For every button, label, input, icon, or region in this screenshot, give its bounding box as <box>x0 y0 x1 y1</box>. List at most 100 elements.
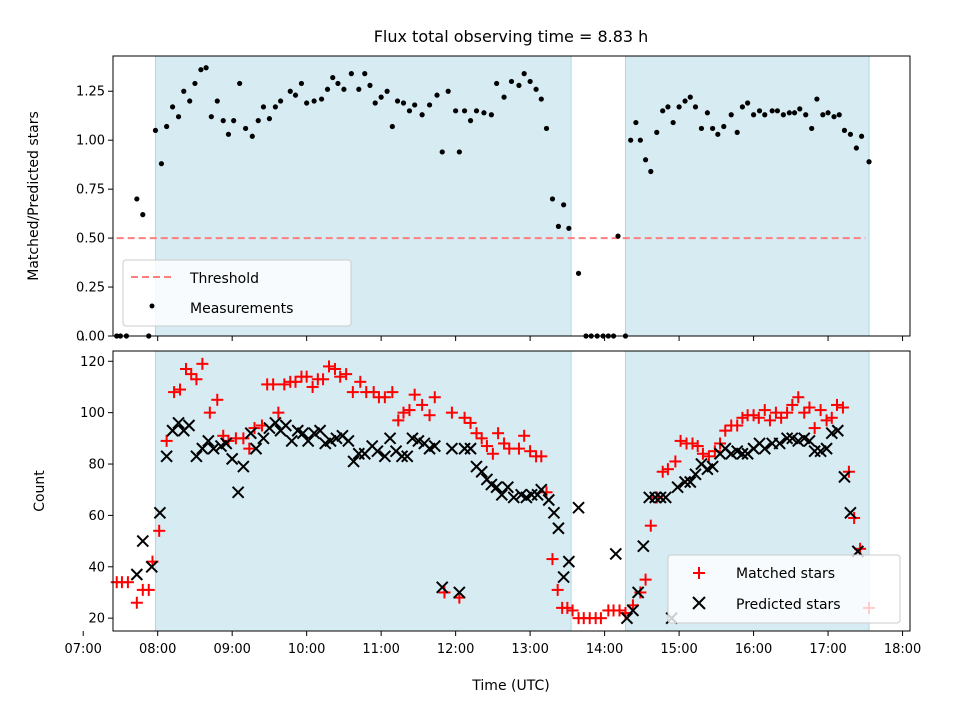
matched-star-marker <box>367 386 380 399</box>
predicted-star-marker <box>547 506 561 520</box>
measurement-point <box>260 104 267 110</box>
predicted-marker-b <box>237 460 250 473</box>
measurement-point <box>481 110 487 116</box>
measurement-point <box>836 112 842 118</box>
predicted-star-marker <box>342 434 355 448</box>
matched-star-marker <box>346 386 359 399</box>
predicted-legend-label: Predicted stars <box>736 597 841 613</box>
predicted-marker-b <box>695 457 708 471</box>
measurement-point <box>797 106 803 112</box>
matched-star-marker <box>546 553 559 566</box>
measurement-point <box>335 80 341 87</box>
matched-star-marker <box>386 386 399 399</box>
predicted-star-marker <box>378 450 392 463</box>
measurement-point <box>277 98 284 104</box>
measurement-point <box>318 96 325 102</box>
matched-star-marker <box>153 524 166 537</box>
matched-star-marker <box>702 450 715 463</box>
predicted-star-marker <box>689 468 702 481</box>
chart-title: Flux total observing time = 8.83 h <box>374 27 649 46</box>
predicted-star-marker <box>190 450 203 463</box>
predicted-marker-b <box>412 434 425 448</box>
measurement-point <box>225 131 232 137</box>
predicted-marker-b <box>803 434 816 448</box>
matched-star-marker <box>492 427 505 440</box>
bottom-x-ticks: 07:00 08:00 09:00 10:00 11:00 12:00 13:00 14:00… <box>64 631 921 657</box>
matched-star-marker <box>781 406 794 419</box>
measurement-point <box>628 137 634 143</box>
matched-star-marker <box>814 404 827 417</box>
predicted-marker-b <box>464 442 477 455</box>
predicted-star-marker <box>296 426 310 440</box>
measurement-point <box>298 80 305 87</box>
predicted-marker-b <box>172 416 185 430</box>
predicted-marker-b <box>798 432 811 445</box>
predicted-marker-b <box>378 450 392 463</box>
predicted-star-marker <box>225 452 239 466</box>
measurement-point <box>412 102 418 108</box>
x-tick-label: 17:00 <box>809 642 846 657</box>
threshold-legend-label: Threshold <box>189 271 259 287</box>
measurement-point <box>521 71 527 77</box>
matched-star-marker <box>416 398 429 411</box>
predicted-star-marker <box>637 540 650 553</box>
predicted-star-marker <box>475 465 488 478</box>
measurement-point <box>192 80 198 87</box>
measurement-point <box>769 108 775 114</box>
measurement-point <box>676 104 682 110</box>
measurement-point <box>426 102 433 108</box>
matched-star-marker <box>535 450 548 463</box>
predicted-marker-b <box>659 491 672 504</box>
matched-star-marker <box>142 583 155 596</box>
measurement-point <box>249 133 255 139</box>
matched-star-marker <box>278 378 291 391</box>
predicted-star-marker <box>736 447 749 460</box>
matched-star-marker <box>168 386 181 399</box>
predicted-star-marker <box>654 491 667 504</box>
top-y-ticks: 0.00 0.25 0.50 0.75 1.00 1.25 <box>76 85 113 345</box>
predicted-legend-swatch <box>692 596 706 610</box>
top-legend: Threshold Measurements <box>122 259 352 327</box>
measurements-legend-swatch <box>149 303 155 309</box>
predicted-marker-b <box>231 486 245 499</box>
predicted-marker-b <box>279 419 293 432</box>
matched-star-marker <box>561 601 574 614</box>
predicted-star-marker <box>803 434 816 448</box>
matched-star-marker <box>464 416 477 429</box>
predicted-star-marker <box>371 444 384 458</box>
x-axis-label: Time (UTC) <box>471 678 549 694</box>
measurement-point <box>330 74 336 81</box>
predicted-star-marker <box>831 424 844 437</box>
y-tick-label: 0.50 <box>76 232 105 247</box>
predicted-star-marker <box>401 450 414 463</box>
top-y-axis-label: Matched/Predicted stars <box>26 111 42 281</box>
measurement-point <box>745 100 751 106</box>
measurement-point <box>220 118 226 124</box>
matched-star-marker <box>174 383 187 396</box>
x-tick-label: 10:00 <box>288 642 325 657</box>
predicted-marker-b <box>406 432 419 445</box>
measurement-point <box>820 112 826 118</box>
measurement-point <box>575 270 582 276</box>
matched-star-marker <box>179 362 192 375</box>
measurement-point <box>134 196 140 202</box>
predicted-star-marker <box>172 416 185 430</box>
matched-star-marker <box>696 447 709 460</box>
measurement-point <box>400 100 407 106</box>
predicted-marker-b <box>136 534 150 548</box>
matched-star-marker <box>160 434 173 447</box>
predicted-star-marker <box>464 442 477 455</box>
matched-star-marker <box>185 368 198 381</box>
predicted-marker-b <box>609 547 622 561</box>
measurement-point <box>384 88 390 94</box>
predicted-star-marker <box>231 486 245 499</box>
matched-legend-swatch <box>693 567 705 579</box>
predicted-marker-b <box>285 434 298 448</box>
predicted-marker-b <box>678 475 692 489</box>
measurement-point <box>687 94 693 100</box>
measurement-point <box>642 157 649 163</box>
matched-star-marker <box>392 414 405 427</box>
predicted-star-marker <box>166 424 179 437</box>
measurement-point <box>140 212 146 218</box>
matched-star-marker <box>475 432 488 445</box>
